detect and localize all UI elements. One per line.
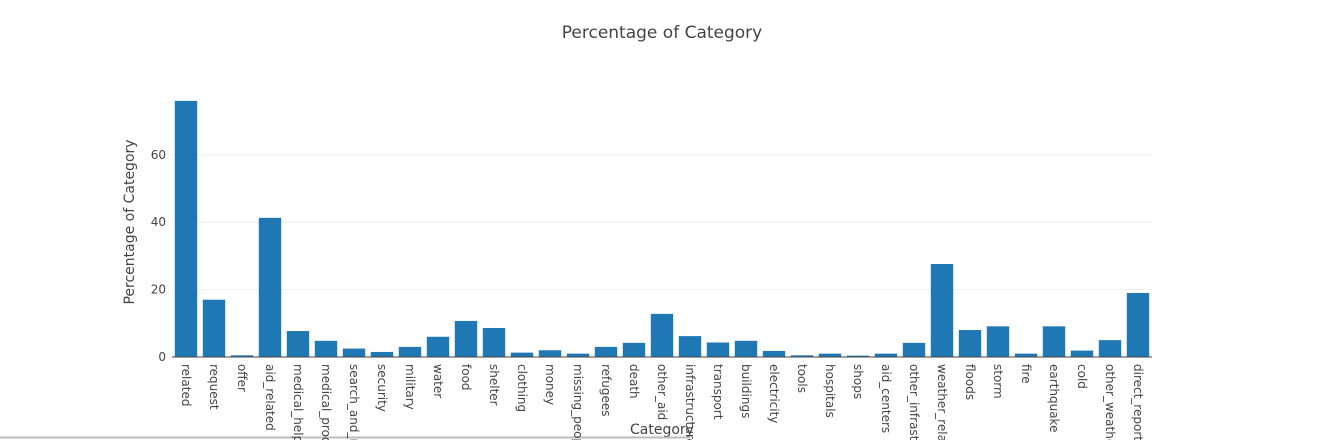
bar xyxy=(230,355,254,357)
x-tick-label: shops xyxy=(851,364,865,399)
bar xyxy=(482,328,506,357)
bar xyxy=(398,346,422,357)
x-tick-label: hospitals xyxy=(823,364,837,418)
x-tick-label: shelter xyxy=(487,364,501,406)
x-tick-label: money xyxy=(543,364,557,405)
bar xyxy=(986,326,1010,357)
bar xyxy=(538,350,562,357)
x-tick-label: aid_centers xyxy=(879,364,893,433)
bar xyxy=(706,342,730,357)
y-tick-label: 40 xyxy=(151,215,166,229)
x-tick-label: buildings xyxy=(739,364,753,418)
chart-title: Percentage of Category xyxy=(562,23,762,43)
x-tick-label: water xyxy=(431,364,445,398)
bar xyxy=(734,340,758,357)
bar xyxy=(258,217,282,357)
bar xyxy=(370,351,394,357)
bar xyxy=(930,263,954,357)
x-tick-label: medical_help xyxy=(291,364,305,440)
bar xyxy=(622,342,646,357)
bar xyxy=(818,353,842,357)
x-axis-title: Category xyxy=(630,422,694,438)
bar xyxy=(174,100,198,357)
bar xyxy=(1014,353,1038,357)
bar xyxy=(874,353,898,357)
bar xyxy=(566,353,590,357)
bar xyxy=(314,340,338,357)
bar xyxy=(790,355,814,357)
x-tick-label: clothing xyxy=(515,364,529,412)
bar xyxy=(342,348,366,357)
x-tick-label: missing_people xyxy=(571,364,585,440)
x-tick-label: direct_report xyxy=(1131,364,1145,440)
bar xyxy=(902,342,926,357)
y-axis-title: Percentage of Category xyxy=(122,139,138,304)
bar xyxy=(1042,326,1066,357)
x-tick-label: refugees xyxy=(599,364,613,417)
bar xyxy=(510,352,534,357)
x-tick-label: related xyxy=(179,364,193,406)
bar xyxy=(1126,292,1150,357)
x-tick-label: other_aid xyxy=(655,364,669,420)
x-tick-label: electricity xyxy=(767,364,781,423)
bar xyxy=(426,336,450,357)
x-tick-label: offer xyxy=(235,364,249,392)
x-tick-label: search_and_rescue xyxy=(347,364,361,440)
bar xyxy=(286,331,310,357)
bar xyxy=(678,336,702,357)
x-tick-label: floods xyxy=(963,364,977,400)
x-tick-label: death xyxy=(627,364,641,399)
x-tick-label: fire xyxy=(1019,364,1033,384)
x-tick-label: medical_products xyxy=(319,364,333,440)
x-tick-label: transport xyxy=(711,364,725,420)
bar xyxy=(762,350,786,357)
y-tick-label: 20 xyxy=(151,283,166,297)
bar xyxy=(454,320,478,357)
x-tick-label: military xyxy=(403,364,417,410)
x-tick-label: aid_related xyxy=(263,364,277,431)
bar xyxy=(846,355,870,357)
x-tick-label: tools xyxy=(795,364,809,393)
x-tick-label: weather_related xyxy=(935,364,949,440)
x-tick-label: request xyxy=(207,364,221,410)
x-tick-label: infrastructure_related xyxy=(683,364,697,440)
x-tick-label: earthquake xyxy=(1047,364,1061,432)
bar xyxy=(1070,350,1094,357)
bar xyxy=(958,330,982,357)
x-tick-label: other_infrastructure xyxy=(907,364,921,440)
bar xyxy=(1098,340,1122,357)
bar xyxy=(594,346,618,357)
bar xyxy=(650,313,674,357)
x-tick-label: food xyxy=(459,364,473,391)
bar xyxy=(202,299,226,357)
x-tick-label: security xyxy=(375,364,389,412)
y-tick-label: 0 xyxy=(158,350,166,364)
y-tick-label: 60 xyxy=(151,148,166,162)
x-tick-label: other_weather xyxy=(1103,364,1117,440)
x-tick-label: storm xyxy=(991,364,1005,399)
x-tick-label: cold xyxy=(1075,364,1089,389)
